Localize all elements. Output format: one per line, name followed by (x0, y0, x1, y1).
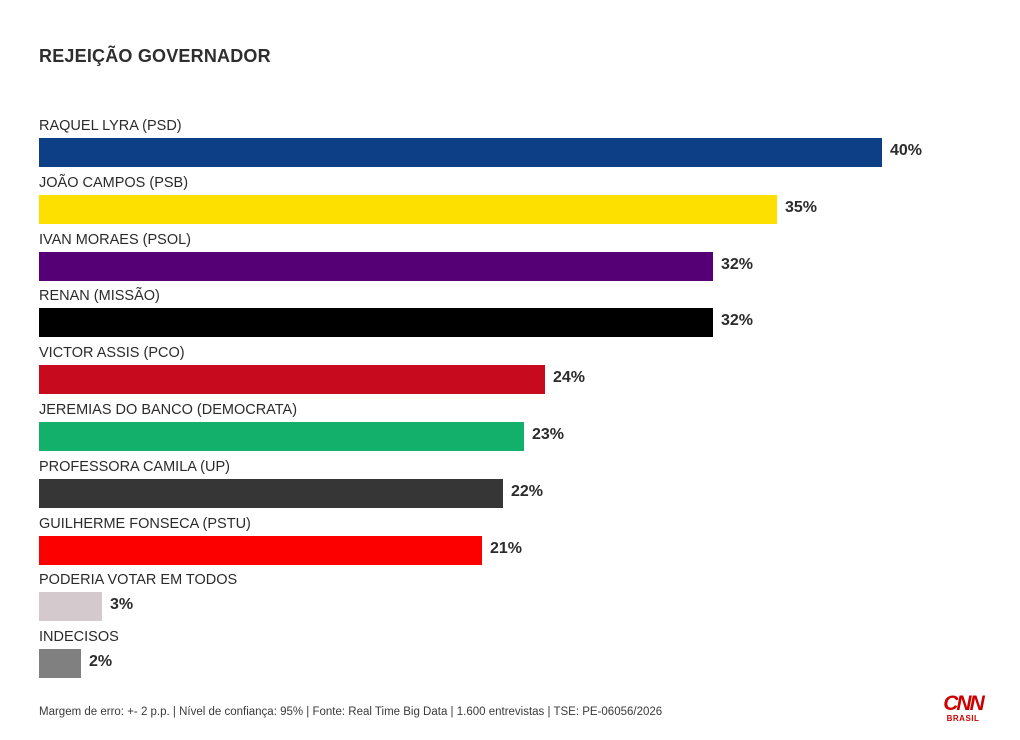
bar-row: INDECISOS 2% (39, 629, 999, 686)
bar-label: PROFESSORA CAMILA (UP) (39, 458, 230, 475)
bar-value-label: 22% (511, 482, 544, 500)
bar-row: PROFESSORA CAMILA (UP) 22% (39, 459, 999, 516)
bar-label: GUILHERME FONSECA (PSTU) (39, 515, 251, 532)
bar-label: RAQUEL LYRA (PSD) (39, 118, 182, 134)
bar-value-label: 21% (490, 539, 523, 557)
bar (39, 308, 713, 338)
bar-value-label: 35% (785, 198, 818, 216)
cnn-brasil-logo: CNN BRASIL (940, 692, 986, 724)
bar-label: JEREMIAS DO BANCO (DEMOCRATA) (39, 402, 298, 418)
bar (39, 592, 102, 622)
footer-note: Margem de erro: +- 2 p.p. | Nível de con… (39, 706, 663, 718)
bar-row: IVAN MORAES (PSOL) 32% (39, 232, 999, 289)
bar-row: JOÃO CAMPOS (PSB) 35% (39, 175, 999, 232)
bar (39, 251, 713, 281)
bar-row: RENAN (MISSÃO) 32% (39, 288, 999, 345)
bar-label: RENAN (MISSÃO) (39, 288, 160, 305)
bar-value-label: 24% (553, 369, 586, 387)
bar (39, 649, 81, 679)
bar-label: JOÃO CAMPOS (PSB) (39, 174, 189, 191)
bar-value-label: 32% (721, 312, 754, 330)
bar-label: INDECISOS (39, 629, 119, 646)
bar (39, 365, 545, 395)
bar (39, 194, 777, 224)
bar (39, 422, 524, 451)
bar-label: PODERIA VOTAR EM TODOS (39, 572, 238, 589)
bar-value-label: 40% (890, 142, 923, 159)
bar-row: GUILHERME FONSECA (PSTU) 21% (39, 516, 999, 573)
bar-row: JEREMIAS DO BANCO (DEMOCRATA) 23% (39, 402, 999, 459)
logo-text: CNN (943, 692, 985, 715)
bar (39, 478, 503, 508)
bar (39, 535, 482, 565)
logo-subtext: BRASIL (946, 714, 980, 723)
bar (39, 138, 882, 167)
bar-row: VICTOR ASSIS (PCO) 24% (39, 345, 999, 402)
bar-value-label: 32% (721, 255, 754, 273)
bar-row: PODERIA VOTAR EM TODOS 3% (39, 572, 999, 629)
bar-value-label: 2% (89, 653, 113, 671)
bar-label: IVAN MORAES (PSOL) (39, 231, 192, 248)
bar-label: VICTOR ASSIS (PCO) (39, 345, 185, 362)
bar-value-label: 3% (110, 596, 134, 614)
bar-value-label: 23% (532, 426, 565, 443)
chart-title: REJEIÇÃO GOVERNADOR (39, 46, 271, 66)
bar-row: RAQUEL LYRA (PSD) 40% (39, 118, 999, 175)
